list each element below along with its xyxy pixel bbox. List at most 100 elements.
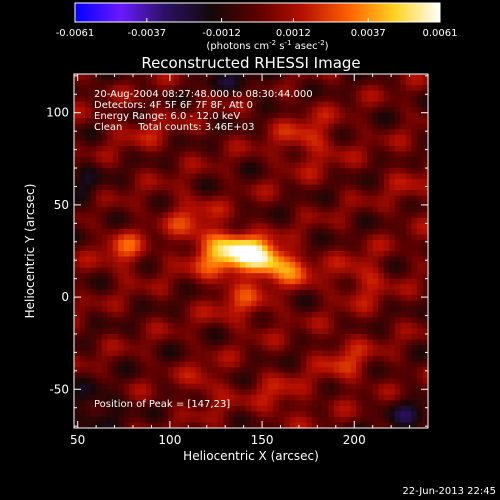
heatmap-cell [129,411,136,418]
heatmap-cell [201,179,208,186]
heatmap-cell [134,168,141,175]
heatmap-cell [389,284,396,291]
heatmap-cell [317,383,324,390]
heatmap-cell [151,212,158,219]
heatmap-cell [328,339,335,346]
heatmap-cell [389,389,396,396]
heatmap-cell [173,234,180,241]
heatmap-cell [217,378,224,385]
heatmap-cell [345,134,352,141]
heatmap-cell [394,394,401,401]
heatmap-cell [289,389,296,396]
heatmap-cell [416,400,424,407]
heatmap-cell [295,262,302,269]
heatmap-cell [107,411,114,418]
heatmap-cell [129,96,136,103]
heatmap-cell [151,107,158,114]
heatmap-cell [195,378,202,385]
heatmap-cell [400,90,407,97]
heatmap-cell [145,179,153,186]
heatmap-cell [411,311,418,318]
heatmap-cell [306,201,313,208]
heatmap-cell [90,140,97,147]
heatmap-cell [273,79,280,86]
heatmap-cell [206,123,213,130]
heatmap-cell [118,383,125,390]
heatmap-cell [173,85,180,92]
heatmap-cell [190,317,197,324]
heatmap-cell [361,234,368,241]
heatmap-cell [179,394,186,401]
heatmap-cell [206,112,213,119]
heatmap-cell [400,179,407,186]
heatmap-cell [311,322,318,330]
heatmap-cell [234,206,241,213]
heatmap-cell [173,383,180,390]
heatmap-cell [378,101,385,108]
heatmap-cell [212,223,219,230]
heatmap-cell [85,179,92,186]
heatmap-cell [179,356,186,363]
heatmap-cell [190,306,197,313]
heatmap-cell [184,372,191,379]
heatmap-cell [378,262,385,269]
heatmap-cell [267,317,274,324]
heatmap-cell [234,96,241,103]
heatmap-cell [356,411,363,418]
heatmap-cell [311,85,318,92]
heatmap-cell [239,328,247,335]
heatmap-cell [179,85,186,92]
heatmap-cell [123,101,130,108]
heatmap-cell [350,389,357,396]
heatmap-cell [190,201,197,208]
heatmap-cell [173,416,180,424]
heatmap-cell [79,234,86,241]
heatmap-cell [101,79,108,86]
heatmap-cell [416,179,424,186]
heatmap-cell [411,306,418,313]
heatmap-cell [79,129,86,136]
heatmap-cell [372,195,379,202]
heatmap-cell [223,162,230,169]
heatmap-cell [212,217,219,224]
heatmap-cell [162,179,169,186]
heatmap-cell [356,273,363,280]
heatmap-cell [212,168,219,175]
heatmap-cell [206,328,213,335]
heatmap-cell [123,361,130,368]
heatmap-cell [190,173,197,180]
heatmap-cell [273,306,280,313]
heatmap-cell [134,151,141,158]
heatmap-cell [145,405,153,413]
heatmap-cell [289,162,296,169]
heatmap-cell [223,156,230,164]
heatmap-cell [411,101,418,108]
heatmap-cell [101,300,108,307]
heatmap-cell [278,118,285,125]
heatmap-cell [361,245,368,252]
heatmap-cell [79,267,86,274]
x-axis-ticks: 50 100 150 200 [70,74,429,447]
heatmap-cell [156,79,164,86]
heatmap-cell [322,74,330,81]
heatmap-cell [273,400,280,407]
heatmap-cell [317,300,324,307]
heatmap-cell [350,345,357,352]
heatmap-cell [322,107,330,114]
heatmap-cell [184,333,191,341]
heatmap-cell [228,112,236,119]
heatmap-cell [383,300,390,307]
heatmap-cell [79,217,86,224]
heatmap-cell [372,383,379,390]
heatmap-cell [278,184,285,191]
heatmap-cell [96,350,103,357]
heatmap-cell [206,140,213,147]
heatmap-cell [96,234,103,241]
heatmap-cell [96,339,103,346]
heatmap-cell [322,85,330,92]
heatmap-cell [168,361,175,368]
heatmap-cell [273,118,280,125]
heatmap-cell [273,311,280,318]
heatmap-cell [405,140,413,147]
heatmap-cell [389,273,396,280]
